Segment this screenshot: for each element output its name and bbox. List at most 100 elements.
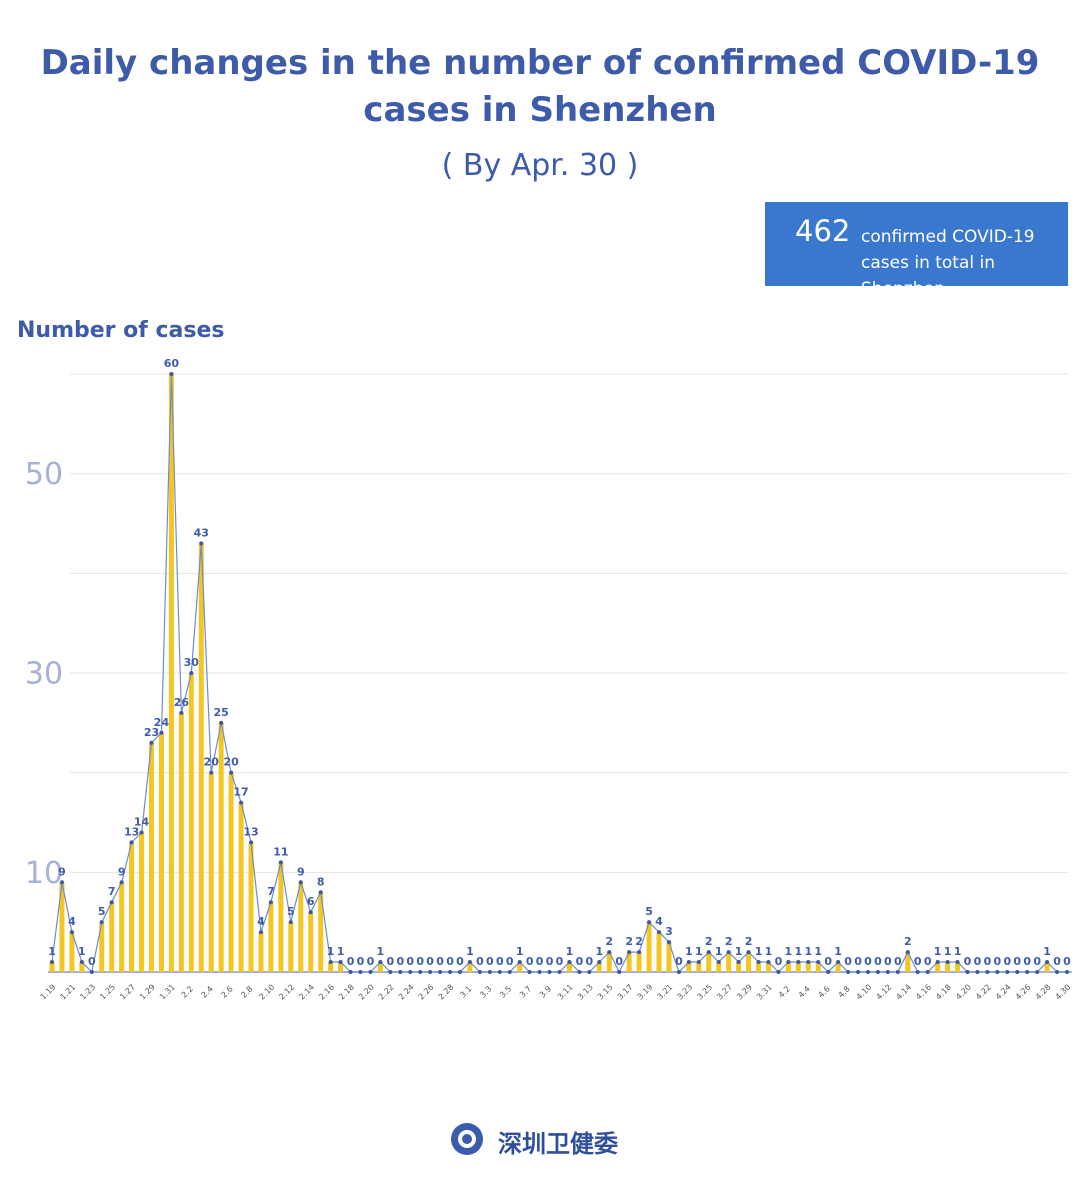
- point: [836, 960, 841, 965]
- x-tick-label: 1.23: [78, 983, 97, 1002]
- data-label: 5: [98, 905, 106, 918]
- y-axis-label: Number of cases: [17, 318, 225, 343]
- bar: [596, 962, 602, 972]
- point: [537, 970, 542, 974]
- point: [50, 960, 54, 965]
- data-label: 0: [526, 955, 534, 968]
- point: [239, 800, 244, 805]
- point: [268, 900, 273, 905]
- logo: [451, 1123, 483, 1155]
- data-label: 0: [1003, 955, 1011, 968]
- x-tick-label: 4.28: [1034, 983, 1053, 1002]
- data-label: 0: [456, 955, 464, 968]
- point: [726, 950, 731, 955]
- data-label: 4: [655, 915, 663, 928]
- bar: [49, 962, 55, 972]
- data-label: 7: [267, 885, 275, 898]
- data-label: 43: [194, 526, 209, 539]
- data-label: 2: [904, 935, 912, 948]
- chart-subtitle: ( By Apr. 30 ): [441, 148, 639, 183]
- bar: [656, 932, 662, 972]
- x-tick-label: 4.24: [994, 983, 1013, 1002]
- point: [686, 960, 691, 965]
- y-tick-label: 50: [25, 457, 63, 492]
- data-label: 1: [804, 945, 812, 958]
- bar: [228, 772, 234, 972]
- data-label: 1: [834, 945, 842, 958]
- point: [149, 740, 154, 745]
- point: [945, 960, 950, 965]
- bar: [706, 952, 712, 972]
- data-label: 1: [466, 945, 474, 958]
- bar: [298, 882, 304, 972]
- data-label: 0: [964, 955, 972, 968]
- point: [1045, 960, 1050, 965]
- point: [278, 860, 283, 865]
- x-tick-label: 4.12: [874, 983, 893, 1002]
- point: [696, 960, 701, 965]
- data-label: 2: [745, 935, 753, 948]
- data-label: 0: [615, 955, 623, 968]
- x-tick-label: 1.25: [98, 983, 117, 1002]
- point: [408, 970, 413, 974]
- data-label: 0: [476, 955, 484, 968]
- point: [925, 970, 930, 974]
- point: [547, 970, 552, 974]
- bar: [765, 962, 771, 972]
- point: [657, 930, 662, 935]
- data-label: 0: [486, 955, 494, 968]
- point: [209, 770, 214, 775]
- bar: [785, 962, 791, 972]
- bar: [566, 962, 572, 972]
- bar: [626, 952, 632, 972]
- x-tick-label: 3.1: [458, 984, 473, 999]
- point: [666, 940, 671, 945]
- bar: [119, 882, 125, 972]
- point: [885, 970, 890, 974]
- x-tick-label: 2.4: [200, 984, 215, 999]
- data-label: 1: [516, 945, 524, 958]
- data-label: 0: [1033, 955, 1041, 968]
- data-label: 20: [204, 756, 220, 769]
- x-tick-label: 4.10: [855, 983, 874, 1002]
- x-tick-label: 2.2: [180, 984, 195, 999]
- bar: [467, 962, 473, 972]
- data-label: 0: [506, 955, 514, 968]
- point: [79, 960, 84, 965]
- bar: [666, 942, 672, 972]
- y-tick-label: 30: [25, 657, 63, 692]
- data-label: 11: [273, 845, 288, 858]
- x-tick-label: 2.28: [437, 983, 456, 1002]
- point: [617, 970, 622, 974]
- bar: [69, 932, 75, 972]
- data-label: 0: [556, 955, 564, 968]
- point: [418, 970, 423, 974]
- bar: [268, 902, 274, 972]
- source: 深圳卫健委: [498, 1130, 618, 1158]
- point: [348, 970, 353, 974]
- point: [736, 960, 741, 965]
- bar: [198, 543, 204, 972]
- total-number: 462: [795, 214, 851, 248]
- x-tick-label: 1.27: [118, 983, 137, 1002]
- data-label: 14: [134, 815, 150, 828]
- data-label: 2: [725, 935, 733, 948]
- bar: [815, 962, 821, 972]
- point: [1055, 970, 1060, 974]
- data-label: 20: [223, 756, 239, 769]
- point: [179, 710, 184, 715]
- point: [865, 970, 870, 974]
- x-tick-label: 1.29: [138, 983, 157, 1002]
- point: [378, 960, 383, 965]
- data-label: 0: [416, 955, 424, 968]
- point: [1065, 970, 1069, 974]
- point: [676, 970, 681, 974]
- point: [318, 890, 323, 895]
- chart-title: Daily changes in the number of confirmed…: [40, 43, 1040, 130]
- point: [189, 671, 194, 675]
- point: [935, 960, 940, 965]
- point: [398, 970, 403, 974]
- data-label: 1: [735, 945, 743, 958]
- point: [109, 900, 114, 905]
